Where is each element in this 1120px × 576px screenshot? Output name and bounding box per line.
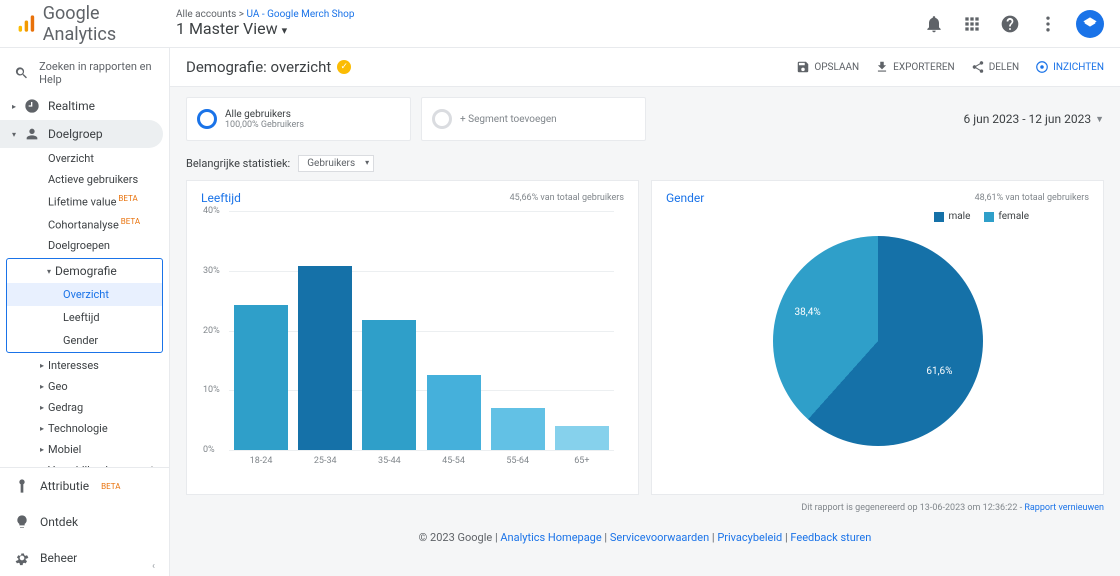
- save-icon: [796, 60, 810, 74]
- nav-admin[interactable]: Beheer: [0, 540, 169, 576]
- insights-icon: [1035, 60, 1049, 74]
- age-bar-55-64[interactable]: [491, 408, 545, 450]
- more-icon[interactable]: [1038, 14, 1058, 34]
- gender-chart-card: Gender48,61% van totaal gebruikers malef…: [651, 180, 1104, 495]
- nav-mobile[interactable]: ▸Mobiel: [0, 439, 169, 460]
- segment-add[interactable]: + Segment toevoegen: [421, 97, 646, 141]
- export-button[interactable]: EXPORTEREN: [875, 60, 955, 74]
- nav-realtime[interactable]: ▸Realtime: [0, 92, 169, 120]
- nav-demo-gender[interactable]: Gender: [7, 329, 162, 352]
- gear-icon: [14, 550, 30, 566]
- save-button[interactable]: OPSLAAN: [796, 60, 859, 74]
- view-selector[interactable]: 1 Master View ▾: [176, 19, 924, 38]
- age-chart-title[interactable]: Leeftijd: [201, 191, 241, 205]
- sidebar-collapse[interactable]: ‹: [152, 561, 155, 572]
- age-bar-25-34[interactable]: [298, 266, 352, 450]
- gender-chart-title[interactable]: Gender: [666, 191, 704, 205]
- nav-demografie[interactable]: ▾Demografie: [7, 259, 162, 283]
- nav-demografie-group: ▾Demografie Overzicht Leeftijd Gender: [6, 258, 163, 353]
- nav-demo-overview[interactable]: Overzicht: [7, 283, 162, 306]
- nav-sub-overview[interactable]: Overzicht: [0, 148, 169, 169]
- share-button[interactable]: DELEN: [971, 60, 1019, 74]
- report-timestamp: Dit rapport is gegenereerd op 13-06-2023…: [170, 495, 1120, 521]
- nav-devices[interactable]: Verschillende apparatenBETA: [0, 460, 169, 467]
- logo: Google Analytics: [16, 3, 170, 45]
- logo-text: Google Analytics: [43, 3, 170, 45]
- refresh-report-link[interactable]: Rapport vernieuwen: [1024, 503, 1104, 513]
- nav-geo[interactable]: ▸Geo: [0, 376, 169, 397]
- help-icon[interactable]: [1000, 14, 1020, 34]
- nav-interests[interactable]: ▸Interesses: [0, 355, 169, 376]
- nav-audience[interactable]: ▾Doelgroep: [0, 120, 163, 148]
- clock-icon: [24, 98, 40, 114]
- analytics-logo-icon: [16, 13, 37, 35]
- nav-sub-active[interactable]: Actieve gebruikers: [0, 169, 169, 190]
- search-icon: [14, 64, 29, 82]
- attribution-icon: [14, 478, 30, 494]
- notifications-icon[interactable]: [924, 14, 944, 34]
- verified-badge: ✓: [337, 60, 351, 74]
- search-input[interactable]: Zoeken in rapporten en Help: [0, 54, 169, 92]
- segment-add-ring-icon: [432, 109, 452, 129]
- profile-avatar[interactable]: [1076, 10, 1104, 38]
- nav-tech[interactable]: ▸Technologie: [0, 418, 169, 439]
- key-metric-label: Belangrijke statistiek:: [186, 157, 290, 170]
- nav-sub-cohort[interactable]: CohortanalyseBETA: [0, 213, 169, 236]
- bulb-icon: [14, 514, 30, 530]
- insights-button[interactable]: INZICHTEN: [1035, 60, 1104, 74]
- gender-pie-chart: 61,6%38,4%: [773, 236, 983, 446]
- page-title: Demografie: overzicht: [186, 58, 331, 76]
- age-bar-65+[interactable]: [555, 426, 609, 450]
- key-metric-select[interactable]: Gebruikers: [298, 155, 374, 172]
- share-icon: [971, 60, 985, 74]
- nav-sub-ltv[interactable]: Lifetime valueBETA: [0, 190, 169, 213]
- nav-sub-audiences[interactable]: Doelgroepen: [0, 235, 169, 256]
- nav-behavior[interactable]: ▸Gedrag: [0, 397, 169, 418]
- age-bar-35-44[interactable]: [362, 320, 416, 450]
- age-bar-18-24[interactable]: [234, 305, 288, 450]
- segment-ring-icon: [197, 109, 217, 129]
- apps-icon[interactable]: [962, 14, 982, 34]
- nav-demo-age[interactable]: Leeftijd: [7, 306, 162, 329]
- export-icon: [875, 60, 889, 74]
- age-chart-card: Leeftijd45,66% van totaal gebruikers 0%1…: [186, 180, 639, 495]
- segment-all-users[interactable]: Alle gebruikers100,00% Gebruikers: [186, 97, 411, 141]
- person-icon: [24, 126, 40, 142]
- date-range-picker[interactable]: 6 jun 2023 - 12 jun 2023▼: [963, 112, 1104, 126]
- nav-discover[interactable]: Ontdek: [0, 504, 169, 540]
- page-footer: © 2023 Google | Analytics Homepage | Ser…: [170, 521, 1120, 554]
- age-bar-45-54[interactable]: [427, 375, 481, 450]
- nav-attribution[interactable]: AttributieBETA: [0, 468, 169, 504]
